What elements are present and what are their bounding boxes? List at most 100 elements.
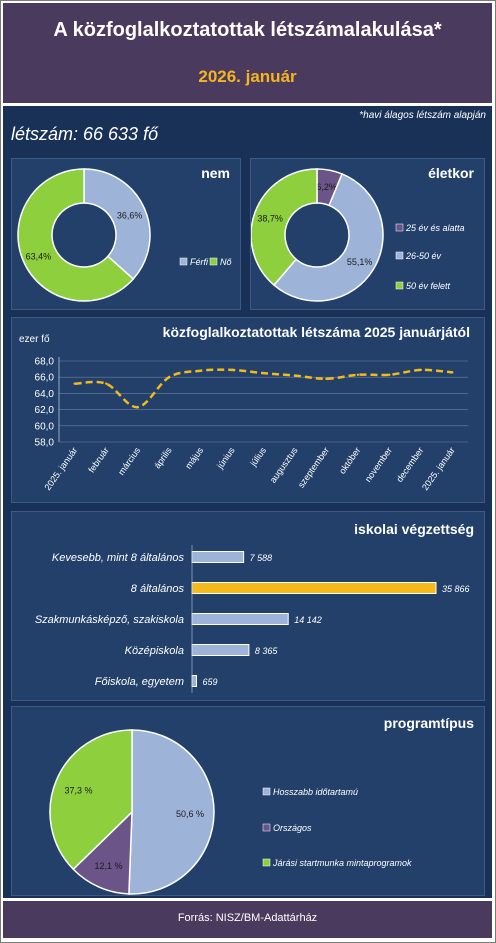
- trend-title: közfoglalkoztatottak létszáma 2025 januá…: [162, 324, 470, 340]
- headcount-total: létszám: 66 633 fő: [11, 124, 159, 144]
- slice-label-0: 36,6%: [117, 211, 143, 221]
- y-tick-label: 62,0: [35, 405, 55, 416]
- gender-legend-0-label: Férfi: [190, 257, 209, 267]
- slice-label-0: 6,2%: [316, 182, 337, 192]
- data-point-8: [325, 377, 328, 381]
- data-point-5: [230, 368, 234, 372]
- slice-label-1: 55,1%: [347, 257, 373, 267]
- category-label-4: Főiskola, egyetem: [95, 676, 184, 688]
- data-point-9: [356, 373, 360, 376]
- slice-1: [272, 172, 384, 302]
- age-legend-0-swatch: [395, 223, 404, 232]
- data-point-2: [136, 405, 139, 409]
- x-tick-label: 2025. január: [42, 445, 79, 492]
- data-point-7: [293, 374, 297, 377]
- age-donut-chart: 6,2% 55,1% 38,7% 25 év és alatta 26-50 év 50 …: [250, 168, 465, 302]
- age-legend-2-swatch: [395, 281, 404, 290]
- y-tick-label: 58,0: [35, 438, 55, 449]
- education-bar-chart: Kevesebb, mint 8 általános 7 588 8 általán…: [35, 545, 470, 693]
- slice-2: [49, 729, 133, 871]
- data-point-0: [73, 382, 76, 385]
- gender-legend-1-swatch: [209, 257, 218, 266]
- bar-value-1: 35 866: [442, 584, 470, 594]
- program-legend-0-label: Hosszabb időtartamú: [273, 787, 358, 797]
- x-tick-label: február: [86, 445, 111, 474]
- age-legend-2-label: 50 év felett: [406, 281, 451, 291]
- program-panel: programtípus 50,6 % 12,1 % 37,3 % Hosszabb …: [11, 706, 485, 896]
- category-label-2: Szakmunkásképző, szakiskola: [35, 614, 184, 626]
- bar-value-4: 659: [202, 677, 217, 687]
- slice-label-2: 37,3 %: [65, 785, 93, 795]
- x-tick-label: július: [248, 445, 269, 469]
- program-legend-2-label: Járási startmunka mintaprogramok: [272, 858, 412, 868]
- bar-3: [191, 644, 250, 656]
- category-label-0: Kevesebb, mint 8 általános: [52, 552, 185, 564]
- x-tick-label: november: [363, 445, 394, 484]
- report-date: 2026. január: [198, 67, 297, 86]
- data-point-4: [199, 369, 202, 372]
- slice-label-1: 63,4%: [26, 251, 52, 261]
- y-tick-label: 60,0: [35, 421, 55, 432]
- x-tick-label: május: [183, 445, 205, 471]
- program-pie-chart: 50,6 % 12,1 % 37,3 % Hosszabb időtartamú Ors…: [49, 729, 412, 895]
- gender-title: nem: [201, 165, 230, 181]
- footer-banner: Forrás: NISZ/BM-Adattárház: [3, 901, 492, 938]
- slice-0: [128, 729, 215, 895]
- x-tick-label: március: [116, 445, 143, 477]
- program-title: programtípus: [383, 715, 474, 731]
- slice-2: [250, 168, 318, 287]
- program-legend-0-swatch: [262, 787, 271, 796]
- program-legend-1-swatch: [262, 823, 271, 832]
- category-label-3: Középiskola: [125, 645, 184, 657]
- data-point-10: [388, 373, 391, 376]
- gender-donut-chart: 36,6% 63,4% Férfi Nő: [17, 168, 232, 302]
- gender-legend-1-label: Nő: [220, 257, 232, 267]
- x-tick-label: december: [394, 445, 425, 484]
- headcount-line-chart: ezer fő 58,0 60,0 62,0 64,0 66,0 68,0 2025. jan…: [19, 334, 468, 492]
- bar-value-0: 7 588: [250, 553, 273, 563]
- bar-2: [191, 613, 289, 625]
- slice-label-2: 38,7%: [257, 214, 283, 224]
- program-legend-1-label: Országos: [273, 823, 312, 833]
- footnote: *havi álagos létszám alapján: [359, 110, 486, 121]
- education-panel: iskolai végzettség Kevesebb, mint 8 álta…: [11, 511, 485, 701]
- slice-label-1: 12,1 %: [94, 861, 122, 871]
- x-tick-label: október: [337, 445, 362, 475]
- slice-label-0: 50,6 %: [176, 809, 204, 819]
- bar-1: [191, 582, 437, 594]
- age-legend-1-label: 26-50 év: [405, 251, 442, 261]
- y-tick-label: 64,0: [35, 389, 55, 400]
- category-label-1: 8 általános: [131, 583, 185, 595]
- age-legend-0-label: 25 év és alatta: [405, 223, 465, 233]
- age-title: életkor: [428, 165, 474, 181]
- page-title: A közfoglalkoztatottak létszámalakulása*: [53, 19, 442, 41]
- x-tick-label: szeptember: [296, 445, 331, 489]
- source-note: Forrás: NISZ/BM-Adattárház: [177, 912, 318, 924]
- age-legend-1-swatch: [395, 251, 404, 260]
- y-tick-label: 66,0: [35, 373, 55, 384]
- x-tick-label: 2025. január: [420, 445, 457, 492]
- series-line: [74, 368, 453, 409]
- data-point-3: [167, 376, 171, 379]
- slice-1: [72, 810, 133, 895]
- x-tick-label: április: [152, 445, 174, 470]
- education-title: iskolai végzettség: [354, 521, 474, 537]
- y-tick-label: 68,0: [35, 357, 55, 368]
- slice-1: [17, 168, 135, 302]
- bar-value-2: 14 142: [294, 615, 322, 625]
- program-legend-2-swatch: [262, 858, 271, 867]
- slice-0: [83, 168, 151, 281]
- gender-panel: nem 36,6% 63,4% Férfi Nő: [11, 158, 241, 310]
- headcount-trend-panel: közfoglalkoztatottak létszáma 2025 januá…: [11, 317, 485, 503]
- data-point-11: [419, 368, 423, 372]
- bar-4: [191, 675, 197, 687]
- age-panel: életkor 6,2% 55,1% 38,7% 25 év és alatta 26-…: [250, 158, 485, 310]
- data-point-6: [262, 371, 265, 375]
- x-tick-label: augusztus: [268, 445, 300, 485]
- main-area: *havi álagos létszám alapján létszám: 66…: [3, 106, 492, 898]
- bar-0: [191, 551, 245, 563]
- bar-value-3: 8 365: [255, 646, 279, 656]
- y-axis-label: ezer fő: [19, 334, 50, 345]
- data-point-1: [104, 382, 108, 385]
- x-tick-label: június: [214, 445, 237, 471]
